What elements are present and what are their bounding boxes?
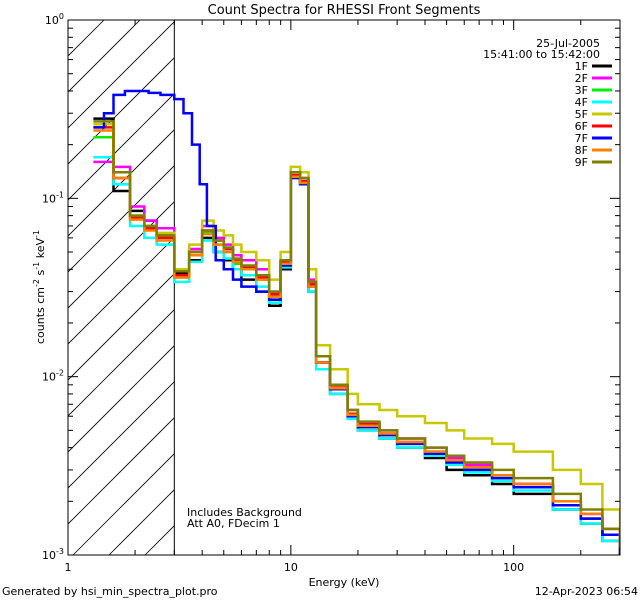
series-line-7f <box>93 89 620 555</box>
y-tick-label: 10-2 <box>42 369 64 384</box>
legend-label-6f: 6F <box>575 120 588 133</box>
legend-label-4f: 4F <box>575 96 588 109</box>
series-line-4f <box>93 155 620 555</box>
hatch-line <box>68 417 175 525</box>
series-line-3f <box>93 136 620 555</box>
hatch-line <box>68 201 175 309</box>
legend-label-5f: 5F <box>575 108 588 121</box>
hatch-line <box>613 20 640 555</box>
x-tick-label: 1 <box>65 561 72 574</box>
series-line-8f <box>93 129 620 548</box>
series-group <box>93 89 620 555</box>
annotation-background: Includes Background <box>187 506 302 519</box>
series-line-5f <box>93 123 620 529</box>
annotation-time-range: 15:41:00 to 15:42:00 <box>483 48 600 61</box>
x-tick-label: 10 <box>284 561 298 574</box>
y-tick-label: 10-3 <box>42 547 64 562</box>
legend-label-1f: 1F <box>575 60 588 73</box>
excluded-region-hatch <box>68 20 640 555</box>
chart-title: Count Spectra for RHESSI Front Segments <box>208 3 481 18</box>
x-axis-ticks: 1 10 100 <box>65 20 621 574</box>
x-axis-label: Energy (keV) <box>309 576 380 589</box>
series-line-9f <box>93 120 620 548</box>
hatch-line <box>68 273 175 381</box>
annotation-date: 25-Jul-2005 <box>536 37 600 50</box>
legend-label-8f: 8F <box>575 144 588 157</box>
hatch-line <box>68 20 141 93</box>
x-tick-label: 100 <box>503 561 524 574</box>
annotation-attenuator: Att A0, FDecim 1 <box>187 517 280 530</box>
hatch-line <box>397 20 640 555</box>
hatch-line <box>68 21 175 129</box>
legend-label-7f: 7F <box>575 132 588 145</box>
hatch-line <box>68 93 175 201</box>
y-tick-label: 100 <box>45 12 64 27</box>
hatch-line <box>68 309 175 417</box>
hatch-line <box>68 237 175 345</box>
y-axis-ticks: 10-3 10-2 10-1 100 <box>42 12 620 562</box>
legend-label-2f: 2F <box>575 72 588 85</box>
legend-label-9f: 9F <box>575 156 588 169</box>
y-tick-label: 10-1 <box>42 190 64 205</box>
footer-timestamp: 12-Apr-2023 06:54 <box>535 585 638 598</box>
hatch-line <box>144 525 175 555</box>
footer-generated-by: Generated by hsi_min_spectra_plot.pro <box>2 585 218 598</box>
y-axis-label: counts cm-2 s-1 keV-1 <box>32 230 47 344</box>
hatch-line <box>72 453 175 555</box>
hatch-line <box>68 381 175 489</box>
hatch-line <box>108 489 175 555</box>
hatch-line <box>68 57 175 165</box>
hatch-line <box>541 20 640 555</box>
legend-label-3f: 3F <box>575 84 588 97</box>
plot-frame <box>67 19 621 556</box>
